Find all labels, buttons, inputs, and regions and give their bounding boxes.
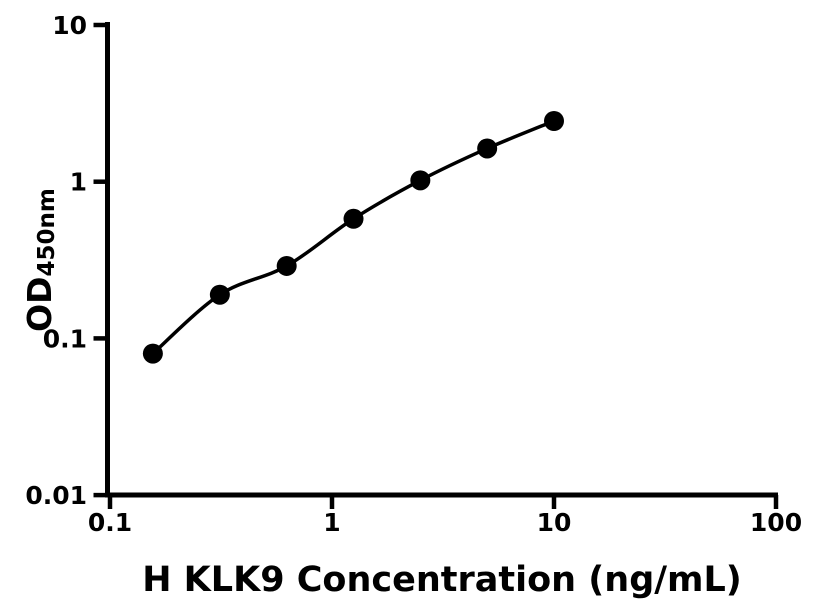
data-point-marker [544, 110, 564, 131]
x-tick-label: 1 [323, 508, 340, 537]
data-point-marker [343, 208, 364, 229]
y-axis-title-main: OD [19, 276, 59, 332]
data-point-marker [142, 343, 163, 364]
y-tick-label: 10 [52, 11, 87, 40]
y-tick-label: 0.1 [43, 324, 87, 353]
x-tick-label: 0.1 [88, 508, 132, 537]
y-tick-label: 1 [70, 168, 87, 197]
data-point-marker [410, 170, 431, 191]
data-point-marker [276, 255, 297, 276]
x-tick-label: 10 [537, 508, 572, 537]
y-axis-title: OD450nm [20, 188, 60, 332]
y-axis-title-subscript: 450nm [34, 188, 61, 277]
data-point-marker [209, 284, 230, 305]
y-tick-label: 0.01 [25, 481, 87, 510]
x-axis-title: H KLK9 Concentration (ng/mL) [142, 560, 742, 600]
data-point-marker [477, 138, 498, 159]
x-tick-label: 100 [750, 508, 802, 537]
